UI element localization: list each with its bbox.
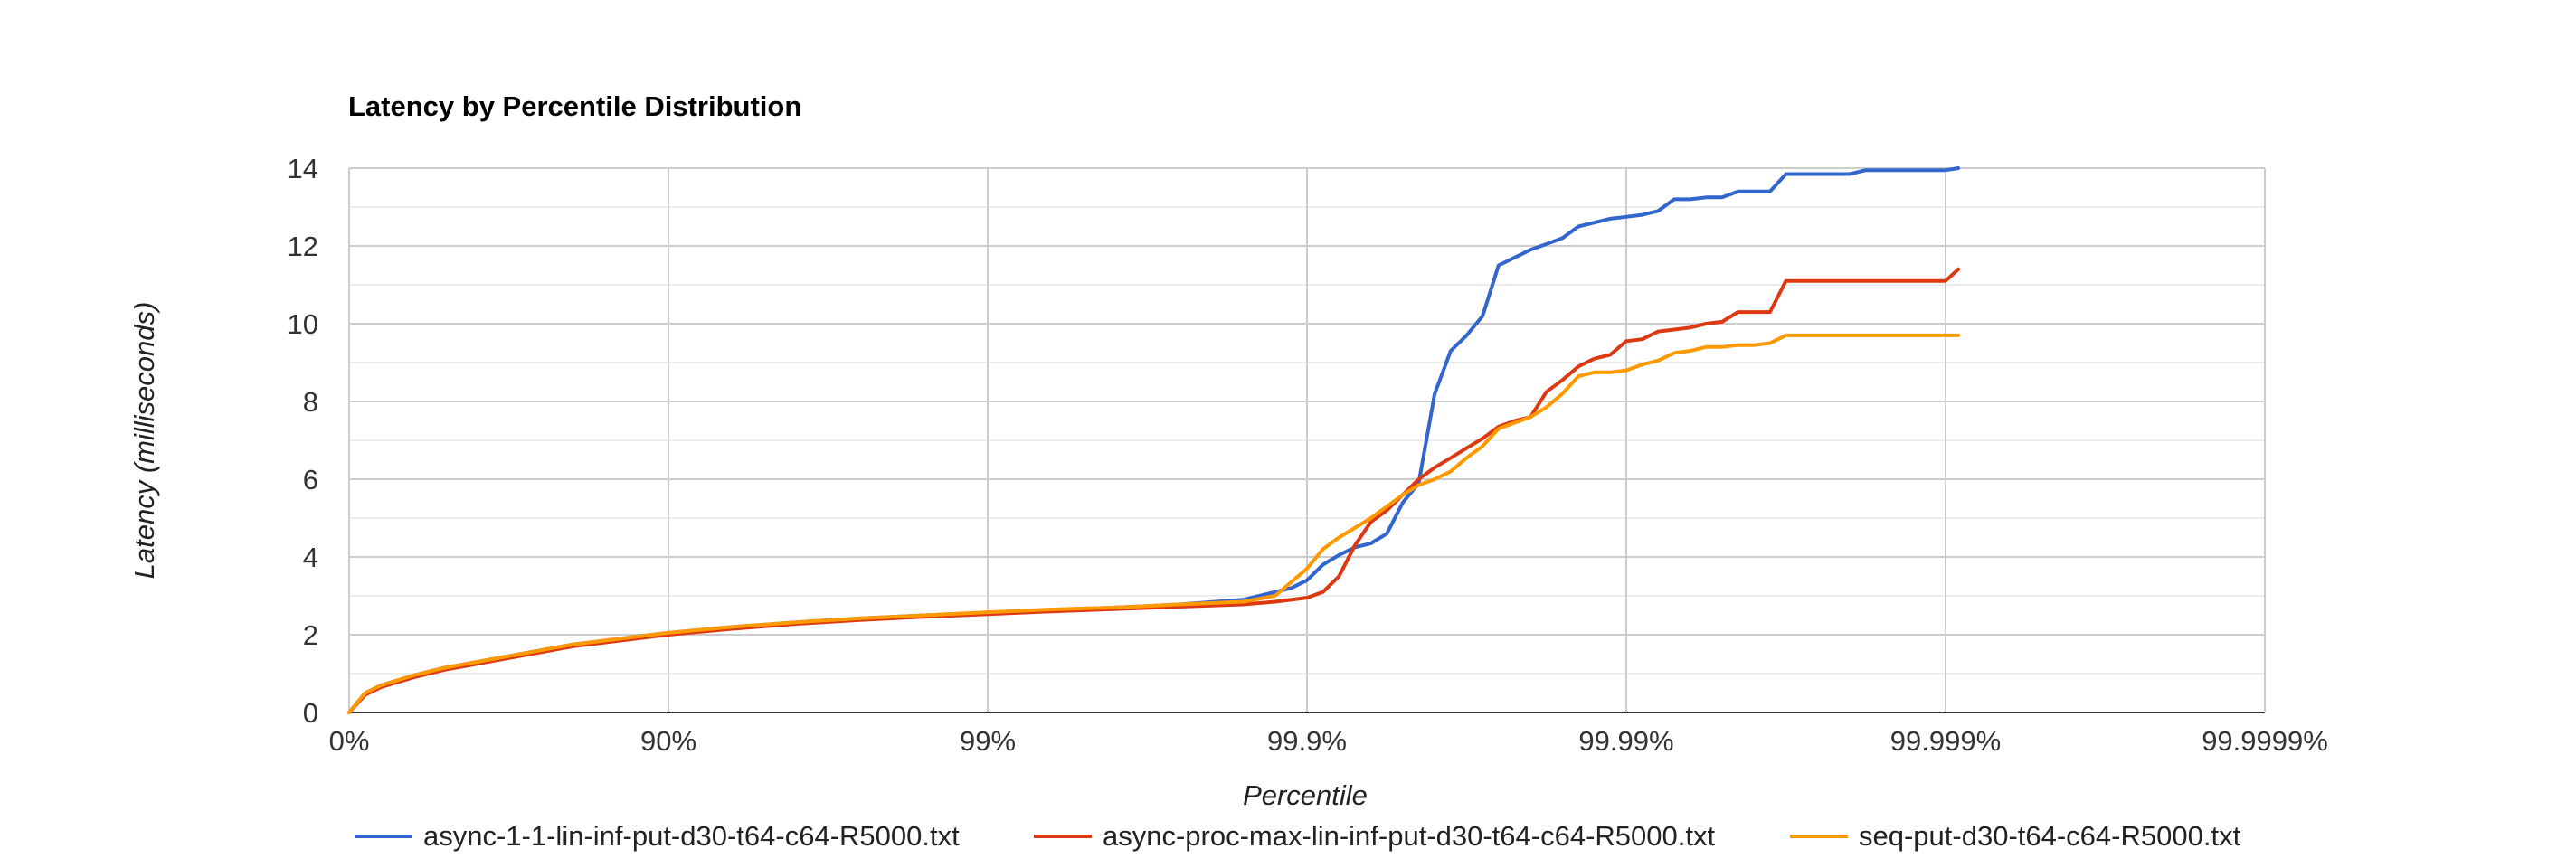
- y-axis-ticks: 0 2 4 6 8 10 12 14: [288, 153, 318, 729]
- y-tick-label: 8: [303, 386, 318, 418]
- x-axis-ticks: 0% 90% 99% 99.9% 99.99% 99.999% 99.9999%: [329, 725, 2328, 757]
- series-line-3: [347, 333, 1961, 714]
- legend-label-1: async-1-1-lin-inf-put-d30-t64-c64-R5000.…: [423, 820, 960, 852]
- y-tick-label: 6: [303, 464, 318, 495]
- y-tick-label: 4: [303, 542, 318, 573]
- x-axis-label: Percentile: [1243, 779, 1368, 811]
- x-tick-label: 0%: [329, 725, 370, 757]
- y-tick-label: 12: [288, 231, 318, 262]
- y-axis-label: Latency (milliseconds): [128, 302, 160, 580]
- x-tick-label: 99%: [960, 725, 1016, 757]
- legend-label-3: seq-put-d30-t64-c64-R5000.txt: [1859, 820, 2241, 852]
- x-tick-label: 90%: [640, 725, 696, 757]
- y-tick-label: 14: [288, 153, 318, 184]
- series-line-2: [347, 267, 1961, 714]
- y-tick-label: 10: [288, 308, 318, 340]
- series-lines: [347, 166, 1961, 714]
- gridlines: [348, 167, 2266, 713]
- chart-title: Latency by Percentile Distribution: [348, 90, 801, 122]
- legend-label-2: async-proc-max-lin-inf-put-d30-t64-c64-R…: [1103, 820, 1715, 852]
- legend: async-1-1-lin-inf-put-d30-t64-c64-R5000.…: [355, 820, 2241, 852]
- x-tick-label: 99.99%: [1578, 725, 1673, 757]
- y-tick-label: 2: [303, 619, 318, 651]
- x-tick-label: 99.999%: [1890, 725, 2001, 757]
- x-tick-label: 99.9%: [1267, 725, 1347, 757]
- x-tick-label: 99.9999%: [2202, 725, 2328, 757]
- y-tick-label: 0: [303, 697, 318, 729]
